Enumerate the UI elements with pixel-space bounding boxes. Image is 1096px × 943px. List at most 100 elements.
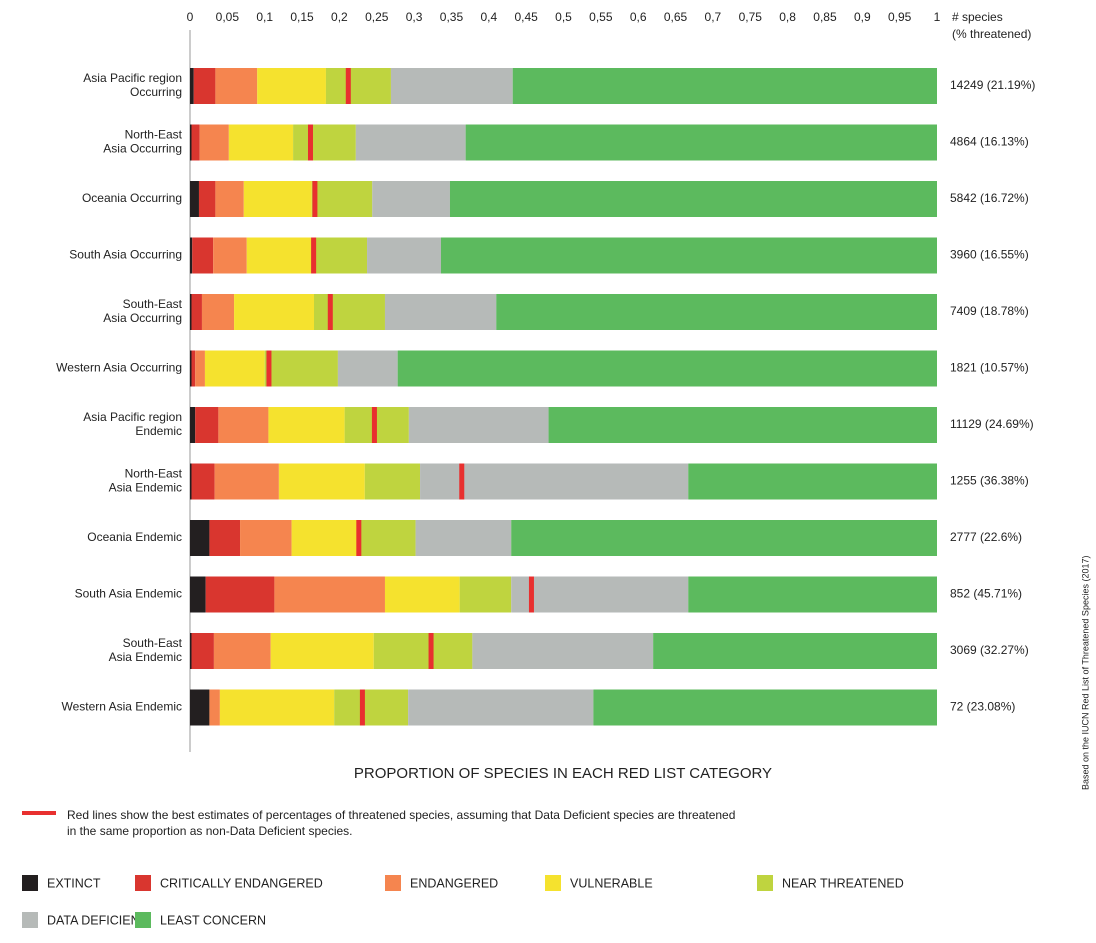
y-tick-label: Oceania Occurring bbox=[82, 191, 182, 205]
best-estimate-line bbox=[345, 68, 351, 104]
bar-segment bbox=[215, 68, 258, 104]
best-estimate-line bbox=[359, 689, 365, 726]
right-label: 3960 (16.55%) bbox=[950, 248, 1029, 262]
bar-segment bbox=[195, 350, 205, 387]
bar-segment bbox=[190, 689, 210, 726]
right-label: 11129 (24.69%) bbox=[950, 417, 1034, 431]
y-tick-label: North-East bbox=[125, 467, 183, 481]
y-tick-label: South Asia Endemic bbox=[75, 587, 182, 601]
y-tick-label: Oceania Endemic bbox=[87, 530, 182, 544]
bar-segment bbox=[190, 350, 192, 387]
x-tick-label: 1 bbox=[934, 10, 941, 24]
x-tick-label: 0,75 bbox=[739, 10, 763, 24]
legend-label: ENDANGERED bbox=[410, 876, 498, 890]
legend-swatch bbox=[385, 875, 401, 891]
bar-segment bbox=[213, 237, 247, 274]
legend-label: CRITICALLY ENDANGERED bbox=[160, 876, 323, 890]
legend-swatch bbox=[545, 875, 561, 891]
x-tick-label: 0 bbox=[187, 10, 194, 24]
y-tick-label: Asia Occurring bbox=[103, 311, 182, 325]
bar-segment bbox=[191, 633, 214, 669]
bar-segment bbox=[688, 463, 937, 500]
best-estimate-line bbox=[459, 463, 465, 500]
bar-segment bbox=[653, 633, 937, 669]
bar-segment bbox=[191, 124, 200, 161]
y-tick-label: Asia Endemic bbox=[109, 650, 182, 664]
bar-segment bbox=[459, 576, 512, 613]
bar-segment bbox=[293, 124, 356, 161]
legend-label: EXTINCT bbox=[47, 876, 101, 890]
bar-segment bbox=[270, 633, 374, 669]
x-tick-label: 0,6 bbox=[630, 10, 647, 24]
bar-segment bbox=[408, 689, 594, 726]
best-estimate-line bbox=[371, 407, 377, 443]
bar-segment bbox=[548, 407, 937, 443]
x-tick-label: 0,3 bbox=[406, 10, 423, 24]
bar-segment bbox=[199, 124, 229, 161]
bar-segment bbox=[415, 520, 512, 556]
bar-segment bbox=[511, 520, 937, 556]
bar-segment bbox=[311, 181, 373, 217]
y-tick-label: Western Asia Endemic bbox=[62, 700, 183, 714]
legend-swatch bbox=[757, 875, 773, 891]
bar-segment bbox=[257, 68, 326, 104]
bar-segment bbox=[314, 294, 385, 330]
bar-segment bbox=[511, 576, 689, 613]
x-tick-label: 0,9 bbox=[854, 10, 871, 24]
bar-segment bbox=[190, 407, 196, 443]
bar-segment bbox=[367, 237, 441, 274]
bar-segment bbox=[268, 407, 345, 443]
bar-segment bbox=[190, 237, 193, 274]
legend-swatch bbox=[135, 912, 151, 928]
legend-label: DATA DEFICIENT bbox=[47, 913, 148, 927]
best-estimate-line bbox=[311, 237, 317, 274]
y-tick-label: Western Asia Occurring bbox=[56, 361, 182, 375]
bar-segment bbox=[384, 576, 460, 613]
right-label: 72 (23.08%) bbox=[950, 700, 1015, 714]
bar-segment bbox=[228, 124, 294, 161]
bar-segment bbox=[472, 633, 654, 669]
bar-segment bbox=[311, 237, 368, 274]
y-tick-label: South Asia Occurring bbox=[69, 248, 182, 262]
bar-segment bbox=[190, 633, 192, 669]
right-label: 5842 (16.72%) bbox=[950, 191, 1029, 205]
x-tick-label: 0,15 bbox=[290, 10, 314, 24]
x-tick-label: 0,7 bbox=[705, 10, 722, 24]
legend-label: VULNERABLE bbox=[570, 876, 653, 890]
bar-segment bbox=[278, 463, 365, 500]
best-estimate-line bbox=[356, 520, 362, 556]
bar-segment bbox=[372, 181, 450, 217]
bar-segment bbox=[213, 633, 271, 669]
y-tick-label: Asia Occurring bbox=[103, 142, 182, 156]
y-tick-label: Endemic bbox=[135, 424, 182, 438]
bar-segment bbox=[465, 124, 937, 161]
right-label: 1821 (10.57%) bbox=[950, 361, 1029, 375]
y-tick-label: North-East bbox=[125, 128, 183, 142]
bar-segment bbox=[190, 576, 206, 613]
x-tick-label: 0,95 bbox=[888, 10, 912, 24]
source: Based on the IUCN Red List of Threatened… bbox=[1080, 556, 1090, 790]
bar-segment bbox=[191, 294, 202, 330]
bar-segment bbox=[209, 520, 241, 556]
right-label: 3069 (32.27%) bbox=[950, 643, 1029, 657]
bar-segment bbox=[201, 294, 235, 330]
bar-segment bbox=[243, 181, 312, 217]
best-estimate-line bbox=[428, 633, 434, 669]
bar-segment bbox=[337, 350, 398, 387]
x-tick-label: 0,05 bbox=[216, 10, 240, 24]
bar-segment bbox=[291, 520, 359, 556]
best-estimate-line bbox=[266, 350, 272, 387]
x-tick-label: 0,35 bbox=[440, 10, 464, 24]
bar-segment bbox=[325, 68, 391, 104]
bar-segment bbox=[190, 463, 192, 500]
legend-swatch bbox=[135, 875, 151, 891]
best-estimate-line bbox=[312, 181, 318, 217]
bar-segment bbox=[190, 181, 199, 217]
bar-segment bbox=[190, 124, 192, 161]
bar-segment bbox=[355, 124, 466, 161]
y-tick-label: Occurring bbox=[130, 85, 182, 99]
bar-segment bbox=[264, 350, 338, 387]
bar-segment bbox=[384, 294, 497, 330]
bar-segment bbox=[214, 463, 279, 500]
